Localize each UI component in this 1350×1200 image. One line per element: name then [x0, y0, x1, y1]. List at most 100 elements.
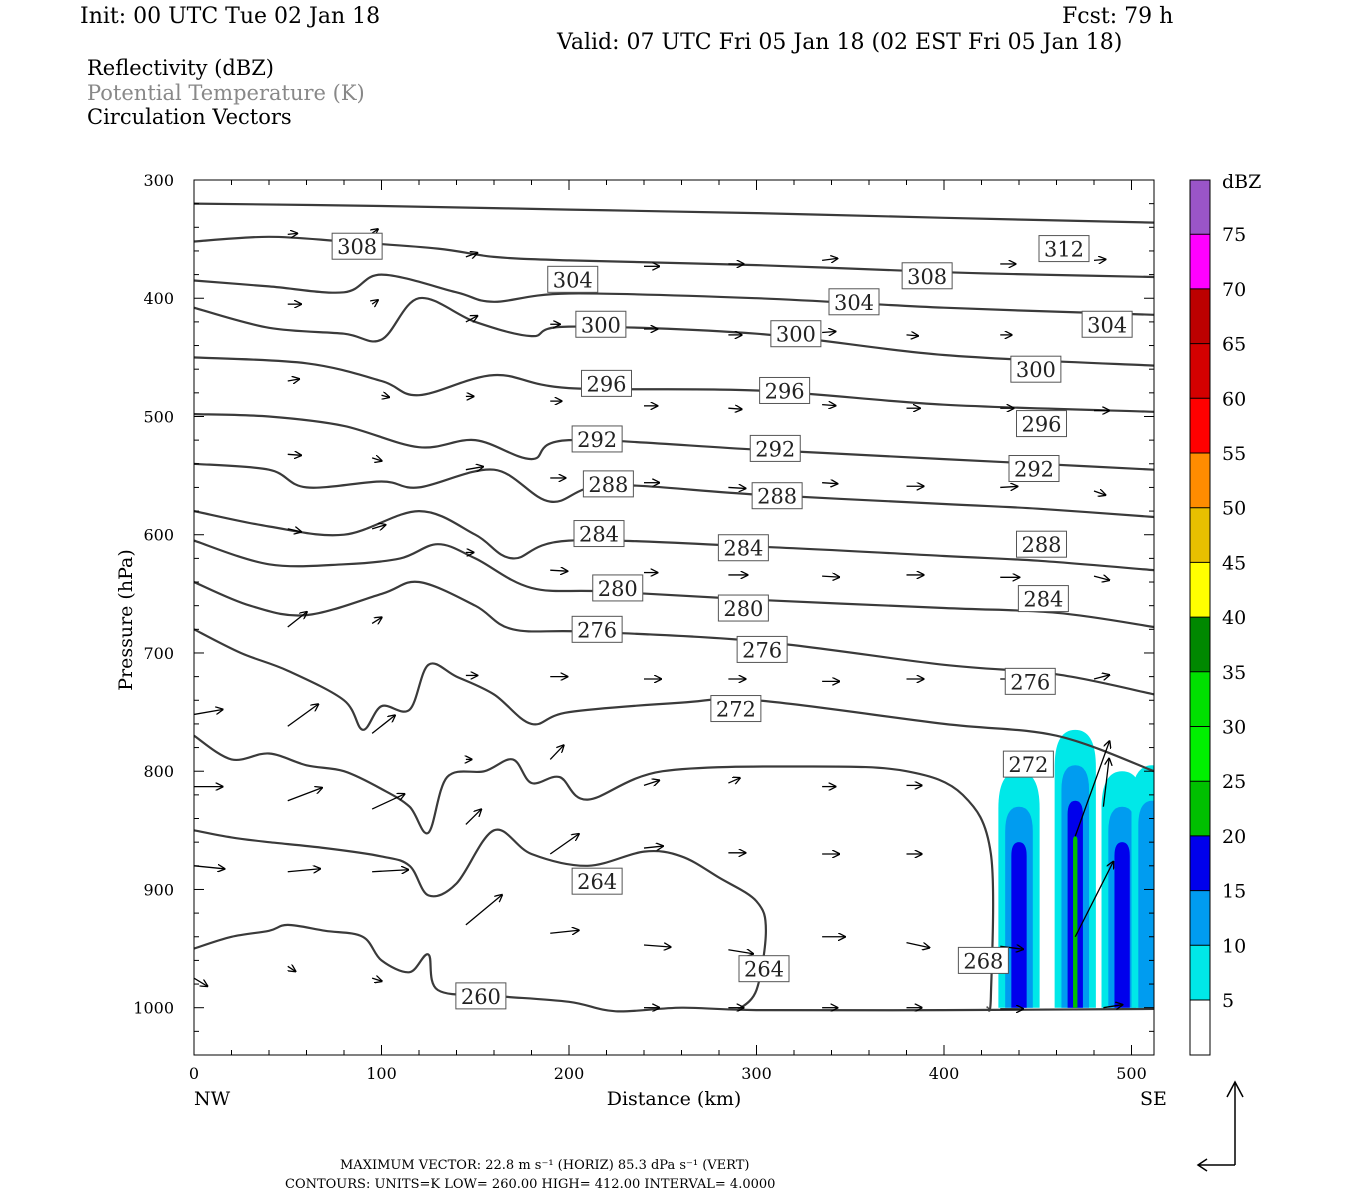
circulation-vector — [1093, 259, 1105, 260]
theta-label-box — [573, 520, 625, 548]
circulation-vector — [822, 405, 835, 406]
theta-label-box — [738, 955, 790, 983]
theta-label-box — [717, 534, 769, 562]
circulation-vector — [549, 834, 579, 855]
theta-contour-304 — [194, 273, 1154, 316]
theta-label-box — [901, 262, 953, 290]
circulation-vector — [372, 870, 408, 872]
colorbar-label: 35 — [1222, 662, 1246, 684]
colorbar-segment-50 — [1190, 453, 1210, 508]
circulation-vector — [194, 866, 224, 869]
theta-label-264: 264 — [744, 958, 784, 982]
contour-label-layer: 308 304 308 312 304 304 300 300 300 296 296 296 292 2… — [331, 232, 1133, 1010]
theta-label-box — [1004, 667, 1056, 695]
circulation-vector — [465, 895, 502, 926]
colorbar-label: 75 — [1222, 224, 1246, 246]
circulation-vector — [1000, 486, 1017, 487]
theta-label-box — [581, 369, 632, 397]
theta-label-box — [759, 376, 811, 404]
y-tick-label: 700 — [143, 644, 174, 663]
colorbar-label: 70 — [1222, 279, 1246, 301]
theta-contour-292 — [194, 413, 1154, 471]
circulation-vector — [550, 570, 567, 571]
theta-contour-272 — [194, 628, 1154, 773]
x-end-left-label: NW — [194, 1088, 231, 1110]
theta-label-292: 292 — [1014, 458, 1054, 482]
init-time: Init: 00 UTC Tue 02 Jan 18 — [80, 4, 381, 29]
circulation-vector — [822, 483, 837, 484]
reflectivity-cell-2-level-3 — [1114, 842, 1130, 1008]
theta-label-296: 296 — [765, 379, 805, 403]
circulation-vector — [1000, 946, 1023, 949]
theta-label-296: 296 — [586, 372, 626, 396]
theta-label-280: 280 — [723, 597, 763, 621]
theta-label-308: 308 — [337, 235, 377, 259]
circulation-vector — [549, 745, 563, 760]
circulation-vector — [371, 978, 382, 981]
theta-label-box — [749, 434, 801, 462]
legend-reflectivity: Reflectivity (dBZ) — [87, 56, 275, 80]
theta-label-276: 276 — [742, 638, 782, 662]
theta-label-box — [575, 310, 627, 338]
circulation-vector — [906, 942, 930, 948]
colorbar-segment-10 — [1190, 890, 1210, 946]
x-end-right-label: SE — [1140, 1088, 1167, 1110]
circulation-vector — [288, 966, 296, 971]
circulation-vector — [371, 525, 385, 529]
theta-label-276: 276 — [577, 618, 617, 642]
theta-label-288: 288 — [588, 473, 628, 497]
plot-frame — [193, 179, 1155, 1056]
circulation-vector — [906, 335, 918, 336]
theta-label-box — [828, 288, 880, 316]
circulation-vector — [372, 300, 378, 304]
circulation-vector — [194, 709, 223, 716]
circulation-vector — [822, 576, 839, 577]
contour-info: CONTOURS: UNITS=K LOW= 260.00 HIGH= 412.… — [285, 1177, 776, 1192]
theta-contour-layer — [194, 202, 1154, 1013]
theta-label-box — [571, 425, 623, 453]
x-tick-label: 0 — [189, 1064, 199, 1083]
y-tick-label: 400 — [143, 289, 174, 308]
y-tick-label: 300 — [143, 171, 174, 190]
theta-label-292: 292 — [577, 428, 617, 452]
x-tick-label: 300 — [741, 1064, 772, 1083]
circulation-vector — [371, 458, 382, 461]
theta-label-box — [571, 615, 623, 643]
colorbar-segment-15 — [1190, 835, 1210, 891]
circulation-vector — [1093, 491, 1105, 495]
reflectivity-cell-1-level-4 — [1073, 836, 1078, 1008]
theta-contour-308 — [194, 235, 1154, 279]
theta-label-264: 264 — [577, 870, 617, 894]
theta-label-284: 284 — [1023, 588, 1063, 612]
colorbar-segment-40 — [1190, 562, 1210, 618]
theta-label-box — [582, 470, 634, 498]
reflectivity-cell-0-level-3 — [1011, 842, 1027, 1008]
circulation-vector — [822, 332, 835, 333]
colorbar-label: 45 — [1222, 552, 1246, 574]
theta-label-288: 288 — [757, 485, 797, 509]
colorbar-segment-55 — [1190, 398, 1210, 453]
x-axis-label: Distance (km) — [607, 1088, 742, 1110]
circulation-vector — [371, 715, 395, 734]
theta-label-box — [1017, 585, 1069, 613]
theta-label-box — [751, 482, 803, 510]
theta-label-box — [717, 594, 769, 622]
theta-contour-288 — [194, 462, 1154, 519]
colorbar-segment-5 — [1190, 945, 1210, 1000]
theta-label-box — [770, 320, 822, 348]
reflectivity-cell-3-level-2 — [1138, 800, 1154, 1008]
theta-label-box — [1010, 355, 1062, 383]
colorbar-segment-70 — [1190, 234, 1210, 289]
theta-label-276: 276 — [1010, 670, 1050, 694]
theta-label-box — [331, 232, 383, 260]
colorbar-segment-60 — [1190, 343, 1210, 399]
theta-label-box — [547, 265, 599, 293]
theta-label-260: 260 — [461, 985, 501, 1009]
theta-contour-300 — [194, 296, 1154, 367]
circulation-vector — [643, 780, 659, 785]
x-tick-label: 400 — [929, 1064, 960, 1083]
forecast-hour: Fcst: 79 h — [1062, 4, 1174, 29]
circulation-vector — [194, 977, 207, 986]
theta-label-272: 272 — [716, 698, 756, 722]
